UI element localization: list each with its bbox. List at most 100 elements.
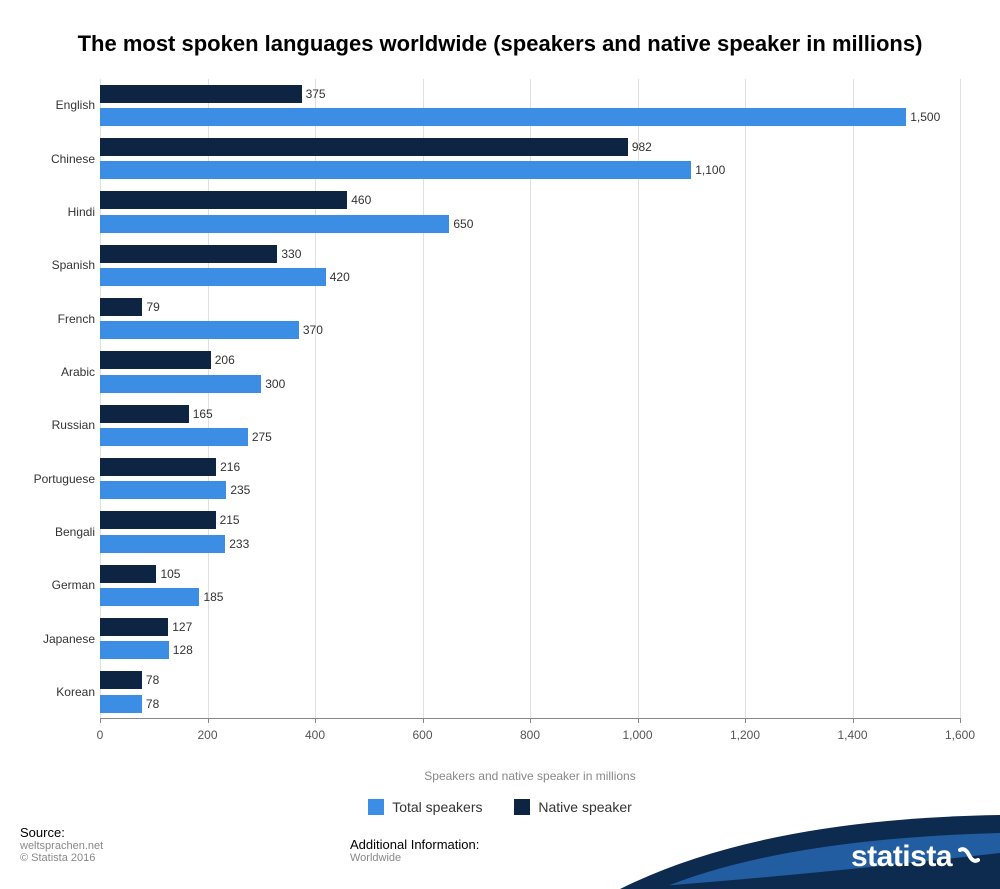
chart-row: French79370 [100,292,960,345]
chart-row: German105185 [100,559,960,612]
bar-value-label: 1,500 [910,110,940,124]
bar-native: 215 [100,511,216,529]
bar-value-label: 78 [146,697,159,711]
bar-value-label: 370 [303,323,323,337]
category-label: English [20,98,95,112]
bar-value-label: 127 [172,620,192,634]
bar-total: 128 [100,641,169,659]
category-label: Arabic [20,365,95,379]
source-1: weltsprachen.net [20,840,103,852]
bar-value-label: 460 [351,193,371,207]
chart-row: Hindi460650 [100,185,960,238]
bar-value-label: 375 [306,87,326,101]
bar-total: 420 [100,268,326,286]
category-label: French [20,312,95,326]
bar-value-label: 650 [453,217,473,231]
category-label: Korean [20,685,95,699]
bar-value-label: 216 [220,460,240,474]
category-label: German [20,578,95,592]
bar-value-label: 330 [281,247,301,261]
tick-label: 1,200 [730,728,760,742]
plot-layer: 02004006008001,0001,2001,4001,600English… [100,79,960,718]
source-label: Source: [20,825,103,840]
chart-container: The most spoken languages worldwide (spe… [0,0,1000,889]
category-label: Hindi [20,205,95,219]
bar-native: 105 [100,565,156,583]
chart-row: Korean7878 [100,665,960,718]
bar-value-label: 420 [330,270,350,284]
category-label: Bengali [20,525,95,539]
tick-label: 0 [97,728,104,742]
bar-native: 79 [100,298,142,316]
bar-value-label: 128 [173,643,193,657]
additional-info-block: Additional Information: Worldwide [350,837,479,864]
tick-label: 1,600 [945,728,975,742]
bar-native: 127 [100,618,168,636]
chart-row: Portuguese216235 [100,452,960,505]
chart-row: Japanese127128 [100,612,960,665]
bar-value-label: 235 [230,483,250,497]
category-label: Russian [20,418,95,432]
tick-label: 1,400 [837,728,867,742]
bar-value-label: 275 [252,430,272,444]
source-2: © Statista 2016 [20,852,103,864]
plot-area: 02004006008001,0001,2001,4001,600English… [100,79,960,719]
bar-native: 165 [100,405,189,423]
tick-label: 400 [305,728,325,742]
info-label: Additional Information: [350,837,479,852]
tick-label: 600 [412,728,432,742]
x-axis-label: Speakers and native speaker in millions [424,769,635,783]
chart-row: English3751,500 [100,79,960,132]
tick-label: 800 [520,728,540,742]
bar-value-label: 185 [203,590,223,604]
bar-total: 185 [100,588,199,606]
chart-row: Spanish330420 [100,239,960,292]
bar-native: 375 [100,85,302,103]
bar-total: 233 [100,535,225,553]
bar-total: 1,500 [100,108,906,126]
bar-native: 460 [100,191,347,209]
bar-value-label: 206 [215,353,235,367]
bar-value-label: 982 [632,140,652,154]
brand-wave-icon [958,840,980,874]
bar-value-label: 233 [229,537,249,551]
category-label: Japanese [20,632,95,646]
tick-line [960,718,961,723]
category-label: Portuguese [20,472,95,486]
brand-logo: statista [851,840,980,874]
bar-value-label: 79 [146,300,159,314]
tick-label: 200 [197,728,217,742]
bar-native: 206 [100,351,211,369]
category-label: Chinese [20,152,95,166]
chart-row: Russian165275 [100,399,960,452]
bar-total: 78 [100,695,142,713]
footer: Source: weltsprachen.net © Statista 2016… [0,809,1000,889]
bar-total: 1,100 [100,161,691,179]
gridline [960,79,961,718]
chart-row: Bengali215233 [100,505,960,558]
bar-total: 300 [100,375,261,393]
category-label: Spanish [20,258,95,272]
chart-title: The most spoken languages worldwide (spe… [60,30,940,59]
bar-value-label: 105 [160,567,180,581]
brand-text: statista [851,840,952,874]
bar-value-label: 300 [265,377,285,391]
bar-total: 650 [100,215,449,233]
bar-total: 275 [100,428,248,446]
bar-native: 330 [100,245,277,263]
source-block: Source: weltsprachen.net © Statista 2016 [20,825,103,864]
bar-total: 235 [100,481,226,499]
tick-label: 1,000 [622,728,652,742]
info-value: Worldwide [350,852,479,864]
bar-total: 370 [100,321,299,339]
chart-row: Arabic206300 [100,345,960,398]
bar-value-label: 215 [220,513,240,527]
bar-value-label: 165 [193,407,213,421]
bar-value-label: 78 [146,673,159,687]
chart-row: Chinese9821,100 [100,132,960,185]
bar-native: 78 [100,671,142,689]
chart-body: 02004006008001,0001,2001,4001,600English… [100,79,960,739]
bar-value-label: 1,100 [695,163,725,177]
bar-native: 982 [100,138,628,156]
bar-native: 216 [100,458,216,476]
